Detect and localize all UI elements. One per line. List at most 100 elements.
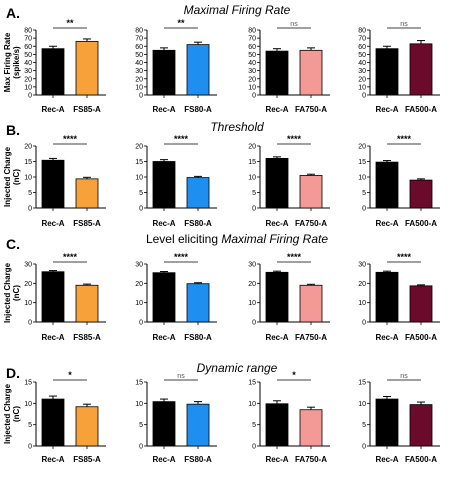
y-axis-label: Injected Charge(nC) — [3, 146, 21, 207]
bar — [152, 272, 176, 323]
category-label: Rec-A — [152, 333, 175, 342]
category-label: FS85-A — [73, 455, 101, 464]
significance-label: **** — [287, 134, 302, 144]
y-tick-label: 20 — [24, 76, 32, 83]
y-tick-label: 15 — [135, 159, 143, 166]
y-tick-label: 40 — [135, 60, 143, 67]
category-label: Rec-A — [41, 105, 64, 114]
bar — [375, 398, 399, 447]
category-label: Rec-A — [152, 105, 175, 114]
category-label: FS80-A — [184, 333, 212, 342]
significance-label: **** — [174, 252, 189, 262]
category-label: FS80-A — [184, 455, 212, 464]
significance-label: * — [292, 370, 296, 380]
y-tick-label: 0 — [362, 93, 366, 100]
category-label: Rec-A — [375, 333, 398, 342]
chart-panel-3-2: 0 5 10 15 Rec-A FA750-A * — [248, 370, 330, 464]
y-axis-label: Max Firing Rate(spike/s) — [3, 32, 21, 92]
bar — [75, 284, 99, 323]
y-tick-label: 0 — [252, 444, 256, 451]
y-tick-label: 30 — [358, 68, 366, 75]
bar — [186, 283, 210, 323]
y-tick-label: 80 — [135, 28, 143, 35]
chart-panel-2-0: 0 10 20 30 Rec-A FS85-A **** — [24, 252, 106, 342]
category-label: FA500-A — [405, 105, 437, 114]
y-tick-label: 10 — [135, 300, 143, 307]
y-tick-label: 15 — [24, 159, 32, 166]
y-tick-label: 10 — [358, 300, 366, 307]
y-tick-label: 70 — [135, 36, 143, 43]
category-label: Rec-A — [265, 105, 288, 114]
y-tick-label: 20 — [358, 76, 366, 83]
y-tick-label: 15 — [24, 380, 32, 387]
bar — [186, 44, 210, 96]
category-label: Rec-A — [265, 219, 288, 228]
bar — [186, 403, 210, 447]
row-title: Maximal Firing Rate — [184, 3, 291, 17]
y-tick-label: 5 — [362, 422, 366, 429]
y-tick-label: 40 — [358, 60, 366, 67]
bar — [375, 161, 399, 209]
category-label: Rec-A — [265, 455, 288, 464]
bar — [41, 159, 65, 209]
y-tick-label: 0 — [139, 206, 143, 213]
y-axis-label-line: (nC) — [12, 406, 21, 422]
significance-label: ns — [177, 373, 185, 380]
chart-panel-1-1: 0 5 10 15 20 Rec-A FS80-A **** — [135, 134, 217, 228]
y-tick-label: 10 — [358, 84, 366, 91]
chart-panel-2-2: 0 10 20 30 Rec-A FA750-A **** — [248, 252, 330, 342]
bar — [152, 161, 176, 209]
bar — [186, 177, 210, 209]
bar — [152, 49, 176, 96]
bar — [265, 271, 289, 323]
y-tick-label: 5 — [362, 190, 366, 197]
y-tick-label: 10 — [248, 175, 256, 182]
y-tick-label: 0 — [139, 320, 143, 327]
chart-panel-3-1: 0 5 10 15 Rec-A FS80-A ns — [135, 373, 217, 464]
bar — [75, 406, 99, 447]
category-label: FA500-A — [405, 219, 437, 228]
y-tick-label: 20 — [248, 76, 256, 83]
significance-label: * — [68, 370, 72, 380]
y-tick-label: 0 — [362, 206, 366, 213]
row-header-1: B. Threshold Injected Charge(nC) — [3, 120, 264, 207]
category-label: FA750-A — [295, 105, 327, 114]
y-axis-label-line: (nC) — [12, 285, 21, 301]
y-tick-label: 0 — [139, 444, 143, 451]
bar — [75, 40, 99, 96]
y-tick-label: 70 — [24, 36, 32, 43]
y-tick-label: 20 — [248, 144, 256, 151]
y-tick-label: 10 — [135, 401, 143, 408]
y-tick-label: 30 — [358, 262, 366, 269]
row-header-2: C. Level eliciting Maximal Firing Rate Inj… — [3, 232, 328, 323]
category-label: Rec-A — [41, 333, 64, 342]
y-tick-label: 0 — [252, 93, 256, 100]
y-axis-label-line: Injected Charge — [3, 262, 12, 323]
y-tick-label: 10 — [24, 300, 32, 307]
panel-letter: B. — [6, 122, 20, 138]
y-tick-label: 30 — [135, 68, 143, 75]
y-tick-label: 10 — [358, 175, 366, 182]
bar — [41, 48, 65, 96]
significance-label: **** — [397, 252, 412, 262]
y-tick-label: 5 — [252, 422, 256, 429]
bar — [299, 284, 323, 323]
y-tick-label: 20 — [248, 281, 256, 288]
y-tick-label: 30 — [24, 68, 32, 75]
significance-label: ** — [66, 18, 74, 28]
row-title-part: Maximal Firing Rate — [184, 3, 291, 17]
y-tick-label: 70 — [358, 36, 366, 43]
y-tick-label: 0 — [28, 206, 32, 213]
bar — [299, 409, 323, 447]
y-tick-label: 80 — [24, 28, 32, 35]
y-tick-label: 10 — [24, 84, 32, 91]
y-axis-label: Injected Charge(nC) — [3, 262, 21, 323]
bar — [265, 403, 289, 447]
y-tick-label: 5 — [139, 190, 143, 197]
y-tick-label: 5 — [28, 190, 32, 197]
category-label: FS85-A — [73, 105, 101, 114]
